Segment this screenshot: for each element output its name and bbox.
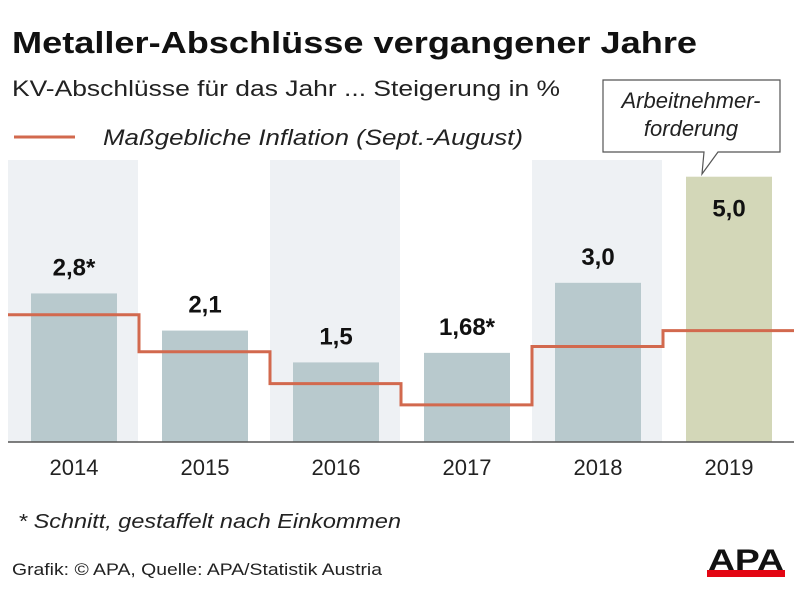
bar-2014 (31, 293, 117, 442)
x-tick-label-2017: 2017 (443, 455, 492, 480)
data-label-2017: 1,68* (439, 314, 496, 341)
callout-box (602, 79, 781, 177)
data-label-2014: 2,8* (53, 254, 96, 281)
data-label-2019: 5,0 (712, 196, 745, 223)
data-label-2015: 2,1 (188, 292, 221, 319)
x-tick-label-2016: 2016 (312, 455, 361, 480)
inflation-step-line (8, 313, 794, 407)
annotation-callout: Arbeitnehmer- forderung (602, 79, 781, 177)
chart-title: Metaller-Abschlüsse vergangener Jahre (12, 25, 697, 60)
legend-inflation-label: Maßgebliche Inflation (Sept.-August) (103, 125, 523, 150)
data-label-2018: 3,0 (581, 244, 614, 271)
callout-line-2: forderung (644, 116, 739, 141)
x-tick-label-2014: 2014 (50, 455, 99, 480)
source-credit: Grafik: © APA, Quelle: APA/Statistik Aus… (12, 560, 383, 579)
bar-2019 (686, 176, 772, 442)
data-label-2016: 1,5 (319, 323, 352, 350)
bar-2015 (162, 330, 248, 442)
x-tick-label-2015: 2015 (181, 455, 230, 480)
bar-2018 (555, 282, 641, 442)
footnote: * Schnitt, gestaffelt nach Einkommen (18, 511, 401, 533)
apa-logo: APA (707, 544, 785, 577)
x-tick-label-2019: 2019 (705, 455, 754, 480)
bar-2016 (293, 362, 379, 442)
x-tick-label-2018: 2018 (574, 455, 623, 480)
chart-subtitle: KV-Abschlüsse für das Jahr ... Steigerun… (12, 76, 560, 101)
bar-2017 (424, 352, 510, 442)
callout-line-1: Arbeitnehmer- (620, 88, 761, 113)
